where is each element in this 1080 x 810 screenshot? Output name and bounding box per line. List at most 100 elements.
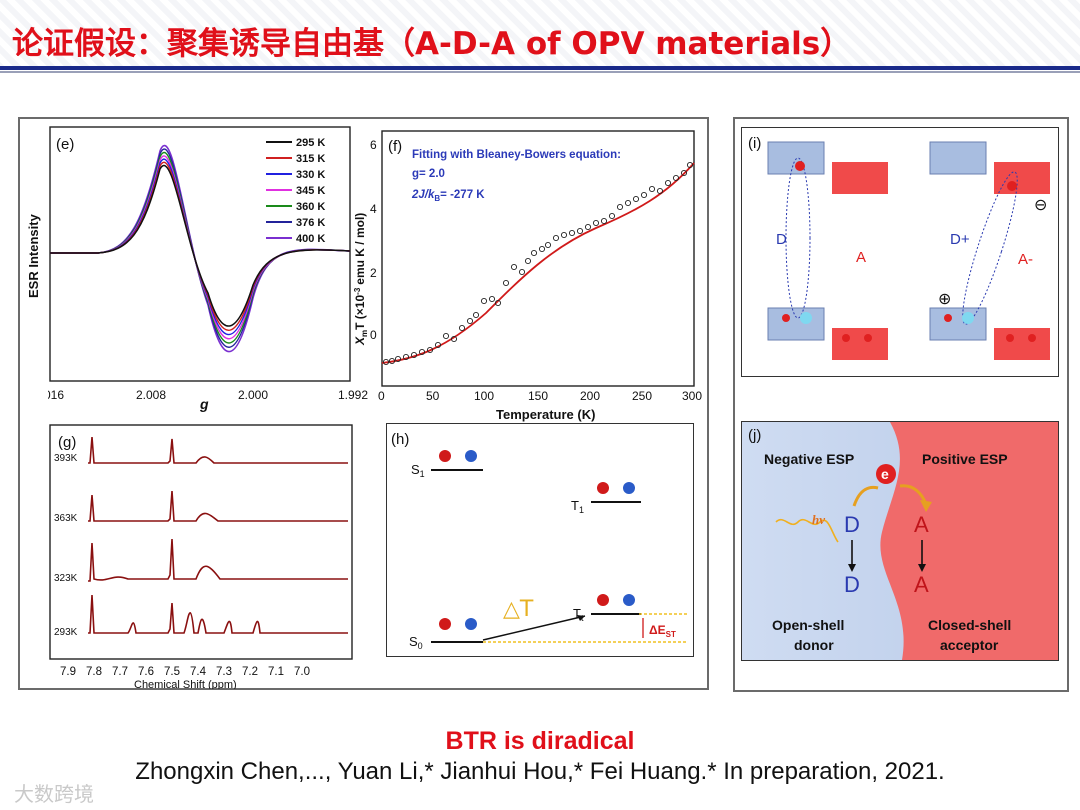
i-right-bottom-electron (944, 314, 952, 322)
j-electron-label: e (881, 466, 889, 482)
i-left-bottom-electron (782, 314, 790, 322)
j-a-arrow-head (918, 564, 926, 572)
panel-g-xlabel: Chemical Shift (ppm) (134, 679, 237, 689)
i-label-a: A (856, 249, 866, 266)
legend-360k: 360 K (296, 201, 325, 213)
i-left-acc-electron-1 (842, 334, 850, 342)
i-left-top-electron (795, 161, 805, 171)
slide-title: 论证假设：聚集诱导自由基（A-D-A of OPV materials） (12, 26, 852, 62)
i-label-dplus: D+ (950, 231, 970, 248)
panel-g-plot-frame (49, 424, 353, 660)
panel-g: (g) 393K 363K 323K 293K 7.9 7.8 7.7 7.6 … (48, 423, 360, 689)
h-delta-t: △T (503, 597, 534, 622)
j-d-radical: D (844, 512, 860, 537)
panel-g-xticks: 7.9 7.8 7.7 7.6 7.5 7.4 7.3 7.2 7.1 7.0 (60, 666, 310, 678)
j-d-cation: D (844, 572, 860, 597)
panel-j-label: (j) (748, 427, 761, 444)
f-xtick-100: 100 (474, 389, 494, 403)
g-xtick-7.2: 7.2 (242, 666, 258, 678)
f-ytick-0: 0 (370, 328, 377, 342)
f-xtick-300: 300 (682, 389, 702, 403)
f-fit-curve (381, 162, 695, 364)
panel-f-annotation: Fitting with Bleaney-Bowers equation: g=… (411, 149, 621, 203)
h-t1-label: T1 (571, 498, 584, 515)
panel-i-label: (i) (748, 135, 761, 152)
i-right-acc-electron-2 (1028, 334, 1036, 342)
panel-e-xticks: 2.016 2.008 2.000 1.992 (48, 388, 368, 402)
f-ytick-6: 6 (370, 138, 377, 152)
g-trace-393k: 393K (54, 453, 78, 464)
panel-j: (j) Negative ESP Positive ESP e hv D D A… (741, 421, 1059, 661)
f-data-points (382, 161, 694, 366)
g-xtick-7.7: 7.7 (112, 666, 128, 678)
f-xtick-250: 250 (632, 389, 652, 403)
panel-j-svg: (j) Negative ESP Positive ESP e hv D D A… (742, 422, 1058, 660)
i-label-d: D (776, 231, 787, 248)
panel-e-ylabel-svg: ESR Intensity (26, 213, 41, 298)
h-delta-est: ΔEST (649, 623, 676, 639)
f-xtick-50: 50 (426, 389, 440, 403)
h-tt-label: Tt (573, 606, 584, 623)
panel-e-label: (e) (56, 136, 74, 153)
g-xtick-7.1: 7.1 (268, 666, 284, 678)
j-d-arrow-head (848, 564, 856, 572)
panel-h-svg: (h) S1 T1 Tt S0 △T (391, 431, 687, 651)
i-donor-homo-right (929, 307, 987, 341)
panel-i-svg: (i) D A D+ A- ⊖ (748, 135, 1050, 360)
i-acceptor-lumo-left (832, 162, 888, 194)
j-acceptor-line2: acceptor (940, 637, 999, 653)
panel-e-xlabel: g (199, 396, 209, 412)
h-s1-red-electron (439, 450, 451, 462)
h-tt-red-electron (597, 594, 609, 606)
h-s1-label: S1 (411, 462, 425, 479)
legend-330k: 330 K (296, 169, 325, 181)
i-right-bottom-hole (962, 312, 974, 324)
f-xtick-200: 200 (580, 389, 600, 403)
nmr-trace-363k (88, 490, 348, 522)
i-left-orbital-ellipse (785, 157, 811, 319)
f-xtick-150: 150 (528, 389, 548, 403)
watermark: 大数跨境 (14, 782, 94, 806)
h-arrow-head (577, 615, 585, 621)
legend-400k: 400 K (296, 233, 325, 245)
panel-f-label: (f) (388, 138, 402, 155)
i-donor-lumo-left (767, 141, 825, 175)
figure-right-frame: (i) D A D+ A- ⊖ (733, 117, 1069, 692)
j-positive-esp: Positive ESP (922, 451, 1008, 467)
j-negative-esp: Negative ESP (764, 451, 854, 467)
i-right-orbital-ellipse (962, 171, 1018, 325)
g-xtick-7.5: 7.5 (164, 666, 180, 678)
figure-left-frame: (e) 295 K 315 K 330 K 345 K 360 (18, 117, 709, 690)
j-a-neutral: A (914, 512, 929, 537)
conclusion-text: BTR is diradical (445, 727, 635, 755)
i-donor-homo-left (767, 307, 825, 341)
f-annotation-line2: g= 2.0 (412, 168, 445, 180)
legend-295k: 295 K (296, 137, 325, 149)
legend-345k: 345 K (296, 185, 325, 197)
j-photon-wave (775, 518, 839, 543)
g-trace-363k: 363K (54, 513, 78, 524)
panel-f-ylabel-svg: XmT (×10-3emu K / mol) (353, 213, 369, 346)
panel-g-svg: (g) 393K 363K 323K 293K 7.9 7.8 7.7 7.6 … (49, 424, 353, 689)
panel-f-plot-frame (381, 130, 695, 387)
panel-f-xlabel: Temperature (K) (496, 407, 595, 422)
i-plus-sign: ⊕ (938, 289, 951, 308)
panel-f-yticks: 6 4 2 0 (370, 138, 377, 342)
h-t1-blue-electron (623, 482, 635, 494)
i-acceptor-homo-right (994, 328, 1050, 360)
title-rule-shadow (0, 71, 1080, 73)
f-annotation-line3: 2J/kB= -277 K (411, 189, 485, 203)
i-acceptor-lumo-right (994, 162, 1050, 194)
panel-f: (f) Fitting with Bleaney-Bowers equation… (353, 123, 708, 423)
j-acceptor-region (880, 422, 1058, 660)
panel-g-label: (g) (58, 434, 76, 451)
j-acceptor-line1: Closed-shell (928, 617, 1011, 633)
citation-text: Zhongxin Chen,..., Yuan Li,* Jianhui Hou… (135, 758, 945, 785)
g-xtick-7.3: 7.3 (216, 666, 232, 678)
j-transfer-arrow-head (920, 500, 932, 512)
g-xtick-7.8: 7.8 (86, 666, 102, 678)
esr-curves (50, 144, 351, 353)
h-s0-label: S0 (409, 634, 423, 651)
h-tt-blue-electron (623, 594, 635, 606)
title-pattern (0, 0, 1080, 70)
